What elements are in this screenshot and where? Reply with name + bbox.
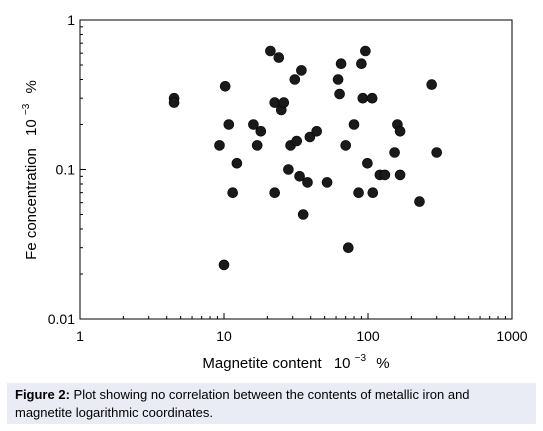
- ticks-layer: 1 10 100 1000 0.01 0.1 1: [48, 12, 528, 344]
- data-point: [332, 74, 344, 85]
- scatter-plot: 1 10 100 1000 0.01 0.1 1 Magnetite content 10 …: [16, 12, 528, 372]
- y-tick-label: 1: [67, 12, 75, 28]
- data-point: [431, 147, 443, 158]
- chart: 1 10 100 1000 0.01 0.1 1 Magnetite content 10 …: [16, 12, 528, 372]
- data-point: [248, 119, 259, 130]
- data-point: [291, 135, 303, 147]
- plot-frame: [79, 19, 513, 320]
- data-point: [389, 147, 400, 158]
- data-point: [367, 187, 379, 198]
- y-axis-title-unit-pct: %: [23, 80, 40, 93]
- data-point: [342, 242, 354, 253]
- data-point: [214, 140, 225, 151]
- data-point: [297, 209, 309, 220]
- data-point: [168, 97, 180, 108]
- data-point: [218, 259, 230, 271]
- x-tick-label: 10: [216, 328, 232, 344]
- data-point: [394, 169, 406, 181]
- x-axis-title-main: Magnetite content: [202, 355, 322, 372]
- data-point: [223, 119, 235, 130]
- figure-caption: Figure 2: Plot showing no correlation be…: [7, 383, 536, 424]
- data-point: [294, 171, 305, 182]
- y-tick-label: 0.01: [48, 311, 75, 327]
- data-point: [273, 52, 285, 63]
- data-point: [231, 158, 243, 169]
- data-point: [269, 187, 281, 198]
- data-point: [251, 140, 263, 151]
- data-point: [394, 126, 406, 137]
- data-point: [321, 177, 333, 188]
- data-point: [362, 158, 373, 169]
- y-axis-title-unit-exp: −3: [21, 103, 32, 115]
- x-tick-label: 1000: [496, 328, 527, 344]
- data-point: [278, 97, 290, 108]
- figure-caption-text: Plot showing no correlation between the …: [15, 387, 470, 420]
- data-point: [283, 164, 294, 175]
- x-tick-label: 100: [356, 328, 380, 344]
- x-tick-label: 1: [76, 328, 84, 344]
- data-point: [357, 92, 369, 104]
- data-point: [289, 74, 301, 85]
- data-point: [356, 58, 367, 70]
- points-layer: [168, 45, 443, 271]
- data-point: [304, 131, 316, 143]
- data-point: [360, 45, 371, 57]
- data-point: [348, 119, 360, 130]
- data-point: [353, 187, 364, 198]
- x-axis-title: Magnetite content 10 −3 %: [202, 348, 389, 372]
- y-axis-title-main: Fe concentration: [23, 148, 40, 260]
- x-axis-title-unit-base: 10: [334, 355, 351, 372]
- data-point: [334, 88, 345, 100]
- data-point: [366, 92, 378, 104]
- data-point: [296, 65, 307, 76]
- data-point: [379, 169, 391, 181]
- y-axis-title: Fe concentration 10 −3 %: [16, 80, 40, 260]
- data-point: [219, 81, 231, 92]
- data-point: [227, 187, 238, 198]
- data-point: [255, 126, 267, 137]
- data-point: [265, 45, 276, 57]
- data-point: [302, 177, 313, 188]
- y-tick-label: 0.1: [56, 162, 76, 178]
- data-point: [311, 126, 323, 137]
- x-axis-title-unit-pct: %: [376, 355, 389, 372]
- y-axis-title-unit-base: 10: [23, 119, 40, 136]
- data-point: [414, 196, 425, 207]
- figure-caption-label: Figure 2:: [15, 387, 70, 402]
- x-axis-title-unit-exp: −3: [355, 353, 367, 364]
- data-point: [426, 79, 438, 90]
- data-point: [335, 58, 347, 70]
- data-point: [340, 140, 352, 151]
